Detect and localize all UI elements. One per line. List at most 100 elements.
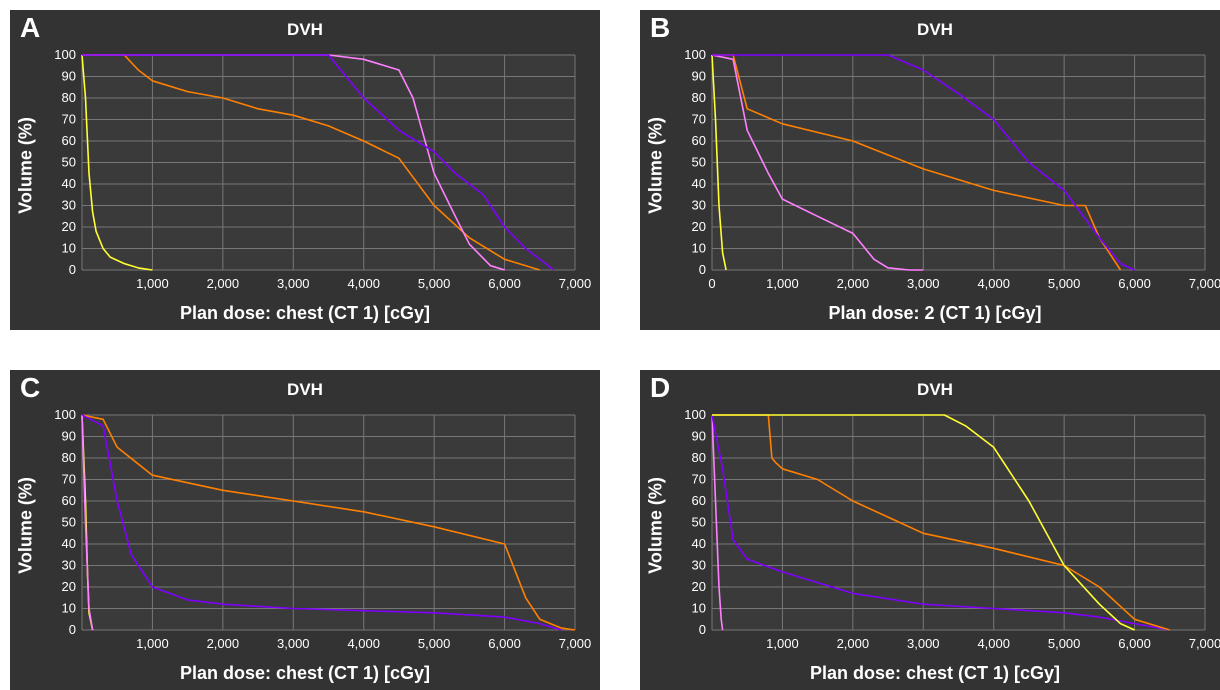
- dvh-curve: [712, 54, 1122, 271]
- x-tick-label: 3,000: [277, 636, 310, 651]
- y-axis-label: Volume (%): [645, 477, 666, 574]
- dvh-panel-c: C DVH 0 10 20 30 40 50 60 70 80 90 100 1,000 2,000 3,…: [10, 370, 600, 690]
- x-axis-label: Plan dose: chest (CT 1) [cGy]: [809, 663, 1061, 683]
- x-tick-label: 4,000: [347, 636, 380, 651]
- dvh-panel-d: D DVH 0 10 20 30 40 50 60 70 80 90 100 1,000 2,000 3,…: [640, 370, 1220, 690]
- y-tick-label: 40: [692, 536, 706, 551]
- y-tick-label: 0: [69, 622, 76, 637]
- x-tick-label: 1,000: [766, 276, 799, 291]
- dvh-curve: [81, 54, 153, 271]
- x-tick-label: 5,000: [418, 636, 451, 651]
- dvh-curve: [82, 54, 555, 271]
- y-tick-label: 60: [62, 493, 76, 508]
- panel-letter: B: [650, 12, 671, 43]
- y-tick-label: 50: [62, 155, 76, 170]
- y-tick-label: 20: [692, 219, 706, 234]
- x-tick-label: 7,000: [559, 636, 592, 651]
- y-tick-label: 20: [62, 579, 76, 594]
- y-tick-label: 10: [62, 241, 76, 256]
- y-tick-label: 60: [692, 493, 706, 508]
- y-axis-label: Volume (%): [645, 117, 666, 214]
- dvh-plot: 0 10 20 30 40 50 60 70 80 90 100 0 1,000 2,000 3,000 4,…: [684, 47, 1220, 291]
- y-tick-label: 50: [62, 515, 76, 530]
- x-tick-label: 6,000: [1118, 636, 1151, 651]
- x-tick-label: 7,000: [1189, 636, 1220, 651]
- y-tick-label: 20: [692, 579, 706, 594]
- dvh-curve: [711, 54, 924, 271]
- y-tick-label: 10: [692, 601, 706, 616]
- x-tick-label: 7,000: [1189, 276, 1220, 291]
- x-tick-label: 6,000: [488, 636, 521, 651]
- y-tick-label: 80: [62, 450, 76, 465]
- x-tick-label: 7,000: [559, 276, 592, 291]
- panel-letter: C: [20, 372, 41, 403]
- y-tick-label: 10: [692, 241, 706, 256]
- panel-letter: A: [20, 12, 41, 43]
- y-tick-label: 90: [692, 69, 706, 84]
- y-tick-label: 50: [692, 155, 706, 170]
- chart-title: DVH: [917, 380, 953, 399]
- x-tick-label: 3,000: [907, 636, 940, 651]
- y-tick-label: 0: [699, 622, 706, 637]
- y-tick-label: 80: [692, 450, 706, 465]
- x-tick-label: 4,000: [977, 276, 1010, 291]
- y-tick-label: 50: [692, 515, 706, 530]
- y-tick-label: 80: [62, 90, 76, 105]
- y-tick-label: 100: [684, 47, 706, 62]
- y-tick-label: 40: [62, 176, 76, 191]
- y-tick-label: 40: [62, 536, 76, 551]
- dvh-curve: [712, 414, 1135, 631]
- y-tick-label: 0: [69, 262, 76, 277]
- y-tick-label: 90: [62, 69, 76, 84]
- x-tick-label: 5,000: [418, 276, 451, 291]
- x-tick-label: 3,000: [277, 276, 310, 291]
- x-tick-label: 5,000: [1048, 636, 1081, 651]
- dvh-curve: [711, 414, 1170, 631]
- x-tick-label: 5,000: [1048, 276, 1081, 291]
- x-tick-label: 6,000: [488, 276, 521, 291]
- x-tick-label: 0: [708, 276, 715, 291]
- y-tick-label: 30: [692, 198, 706, 213]
- x-tick-label: 1,000: [766, 636, 799, 651]
- y-tick-label: 100: [54, 47, 76, 62]
- dvh-curve: [81, 414, 94, 631]
- y-tick-label: 10: [62, 601, 76, 616]
- x-tick-label: 4,000: [347, 276, 380, 291]
- y-tick-label: 70: [692, 112, 706, 127]
- dvh-curve: [81, 414, 576, 631]
- x-axis-label: Plan dose: chest (CT 1) [cGy]: [179, 663, 431, 683]
- y-tick-label: 70: [692, 472, 706, 487]
- dvh-curve: [81, 414, 562, 631]
- y-tick-label: 30: [62, 558, 76, 573]
- x-tick-label: 2,000: [837, 636, 870, 651]
- chart-title: DVH: [287, 20, 323, 39]
- dvh-plot: 0 10 20 30 40 50 60 70 80 90 100 1,000 2,000 3,000 4,0…: [54, 407, 592, 651]
- x-tick-label: 4,000: [977, 636, 1010, 651]
- x-tick-label: 3,000: [907, 276, 940, 291]
- y-tick-label: 100: [54, 407, 76, 422]
- x-axis-label: Plan dose: chest (CT 1) [cGy]: [179, 303, 431, 323]
- y-tick-label: 90: [62, 429, 76, 444]
- y-tick-label: 100: [684, 407, 706, 422]
- y-tick-label: 90: [692, 429, 706, 444]
- dvh-curve: [711, 54, 727, 271]
- dvh-panel-b: B DVH 0 10 20 30 40 50 60 70 80 90 100 0 1,000 2,000 3…: [640, 10, 1220, 330]
- dvh-curve: [82, 54, 541, 271]
- y-tick-label: 30: [62, 198, 76, 213]
- dvh-curve: [82, 54, 505, 271]
- x-tick-label: 2,000: [207, 636, 240, 651]
- y-tick-label: 70: [62, 112, 76, 127]
- y-axis-label: Volume (%): [15, 117, 36, 214]
- y-tick-label: 70: [62, 472, 76, 487]
- y-tick-label: 60: [62, 133, 76, 148]
- y-tick-label: 30: [692, 558, 706, 573]
- x-axis-label: Plan dose: 2 (CT 1) [cGy]: [828, 303, 1042, 323]
- y-tick-label: 60: [692, 133, 706, 148]
- x-tick-label: 1,000: [136, 276, 169, 291]
- chart-title: DVH: [917, 20, 953, 39]
- y-tick-label: 20: [62, 219, 76, 234]
- chart-title: DVH: [287, 380, 323, 399]
- y-tick-label: 0: [699, 262, 706, 277]
- panel-letter: D: [650, 372, 671, 403]
- dvh-curve: [711, 414, 724, 631]
